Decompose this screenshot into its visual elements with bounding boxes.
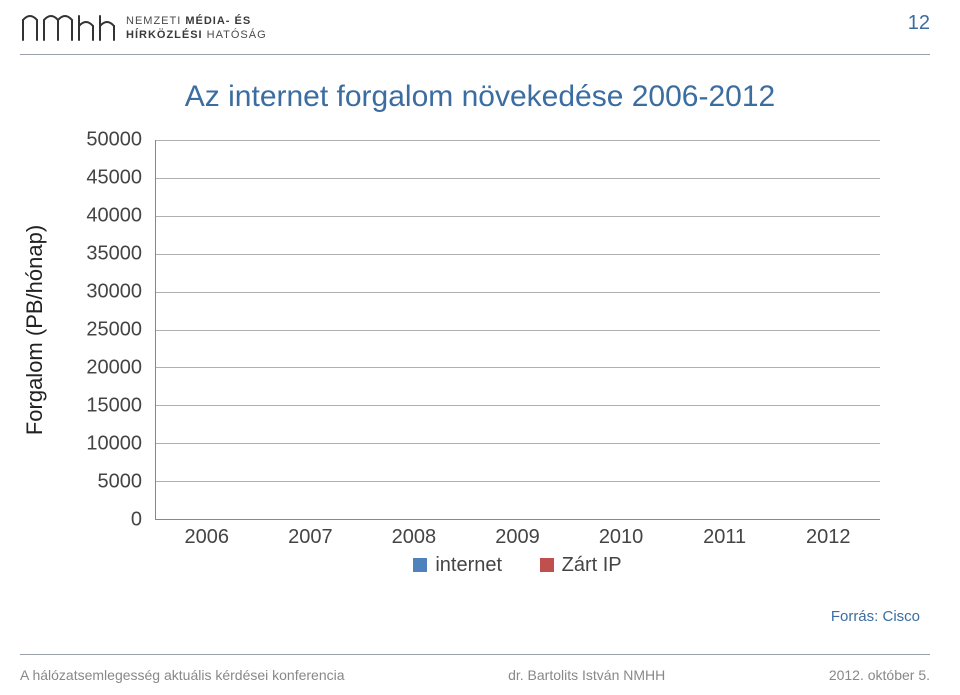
logo-icon bbox=[20, 12, 116, 46]
y-tick-label: 25000 bbox=[82, 319, 142, 342]
logo-text: NEMZETI MÉDIA- ÉS HÍRKÖZLÉSI HATÓSÁG bbox=[126, 15, 267, 43]
x-tick-label: 2007 bbox=[288, 526, 333, 549]
page-number: 12 bbox=[908, 12, 930, 35]
y-tick-label: 45000 bbox=[82, 167, 142, 190]
grid-line bbox=[156, 216, 880, 217]
grid-line bbox=[156, 443, 880, 444]
header-divider bbox=[20, 54, 930, 55]
x-tick-label: 2011 bbox=[703, 526, 746, 549]
x-tick-label: 2010 bbox=[599, 526, 644, 549]
y-tick-label: 30000 bbox=[82, 281, 142, 304]
x-tick-label: 2009 bbox=[495, 526, 540, 549]
grid-line bbox=[156, 405, 880, 406]
chart: Forgalom (PB/hónap) 05000100001500020000… bbox=[80, 140, 880, 570]
grid-line bbox=[156, 292, 880, 293]
x-axis-ticks: 2006 2007 2008 2009 2010 2011 2012 bbox=[155, 526, 880, 550]
y-tick-label: 15000 bbox=[82, 395, 142, 418]
y-tick-label: 0 bbox=[82, 509, 142, 532]
logo-line2-bold: HÍRKÖZLÉSI bbox=[126, 29, 203, 41]
grid-line bbox=[156, 254, 880, 255]
x-tick-label: 2012 bbox=[806, 526, 851, 549]
grid-line bbox=[156, 367, 880, 368]
grid-line bbox=[156, 481, 880, 482]
y-tick-label: 10000 bbox=[82, 433, 142, 456]
x-tick-label: 2006 bbox=[185, 526, 230, 549]
logo-line1-prefix: NEMZETI bbox=[126, 15, 185, 27]
source-text: Forrás: Cisco bbox=[831, 608, 920, 625]
logo-line2-suffix: HATÓSÁG bbox=[203, 29, 267, 41]
y-axis-ticks: 0500010000150002000025000300003500040000… bbox=[80, 140, 150, 520]
footer-center: dr. Bartolits István NMHH bbox=[508, 667, 665, 683]
legend: internet Zárt IP bbox=[155, 554, 880, 579]
grid-line bbox=[156, 140, 880, 141]
y-axis-label: Forgalom (PB/hónap) bbox=[20, 140, 50, 520]
footer-left: A hálózatsemlegesség aktuális kérdései k… bbox=[20, 667, 345, 683]
legend-label-zartip: Zárt IP bbox=[562, 554, 622, 577]
footer-right: 2012. október 5. bbox=[829, 667, 930, 683]
footer: A hálózatsemlegesség aktuális kérdései k… bbox=[20, 667, 930, 683]
plot-area bbox=[155, 140, 880, 520]
y-tick-label: 40000 bbox=[82, 205, 142, 228]
chart-title: Az internet forgalom növekedése 2006-201… bbox=[0, 80, 960, 114]
grid-line bbox=[156, 330, 880, 331]
legend-swatch-internet bbox=[413, 558, 427, 572]
grid-line bbox=[156, 178, 880, 179]
legend-item-zartip: Zárt IP bbox=[540, 554, 622, 577]
x-tick-label: 2008 bbox=[392, 526, 437, 549]
footer-divider bbox=[20, 654, 930, 655]
y-tick-label: 35000 bbox=[82, 243, 142, 266]
legend-label-internet: internet bbox=[435, 554, 502, 577]
logo-line1-bold: MÉDIA- ÉS bbox=[185, 15, 251, 27]
logo: NEMZETI MÉDIA- ÉS HÍRKÖZLÉSI HATÓSÁG bbox=[20, 12, 267, 46]
y-tick-label: 50000 bbox=[82, 129, 142, 152]
legend-item-internet: internet bbox=[413, 554, 502, 577]
y-tick-label: 5000 bbox=[82, 471, 142, 494]
legend-swatch-zartip bbox=[540, 558, 554, 572]
y-tick-label: 20000 bbox=[82, 357, 142, 380]
